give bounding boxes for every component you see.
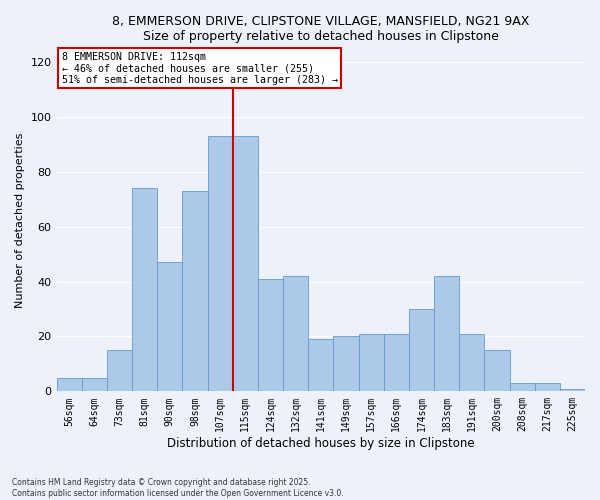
Bar [208,136,233,392]
Bar [233,136,258,392]
Bar [308,339,334,392]
Bar [535,383,560,392]
Bar [383,334,409,392]
Y-axis label: Number of detached properties: Number of detached properties [15,132,25,308]
X-axis label: Distribution of detached houses by size in Clipstone: Distribution of detached houses by size … [167,437,475,450]
Bar [459,334,484,392]
Bar [560,388,585,392]
Bar [484,350,509,392]
Bar [409,309,434,392]
Bar [509,383,535,392]
Bar [334,336,359,392]
Bar [56,378,82,392]
Text: Contains HM Land Registry data © Crown copyright and database right 2025.
Contai: Contains HM Land Registry data © Crown c… [12,478,344,498]
Bar [182,191,208,392]
Text: 8 EMMERSON DRIVE: 112sqm
← 46% of detached houses are smaller (255)
51% of semi-: 8 EMMERSON DRIVE: 112sqm ← 46% of detach… [62,52,338,85]
Bar [258,279,283,392]
Title: 8, EMMERSON DRIVE, CLIPSTONE VILLAGE, MANSFIELD, NG21 9AX
Size of property relat: 8, EMMERSON DRIVE, CLIPSTONE VILLAGE, MA… [112,15,529,43]
Bar [359,334,383,392]
Bar [132,188,157,392]
Bar [157,262,182,392]
Bar [107,350,132,392]
Bar [283,276,308,392]
Bar [82,378,107,392]
Bar [434,276,459,392]
